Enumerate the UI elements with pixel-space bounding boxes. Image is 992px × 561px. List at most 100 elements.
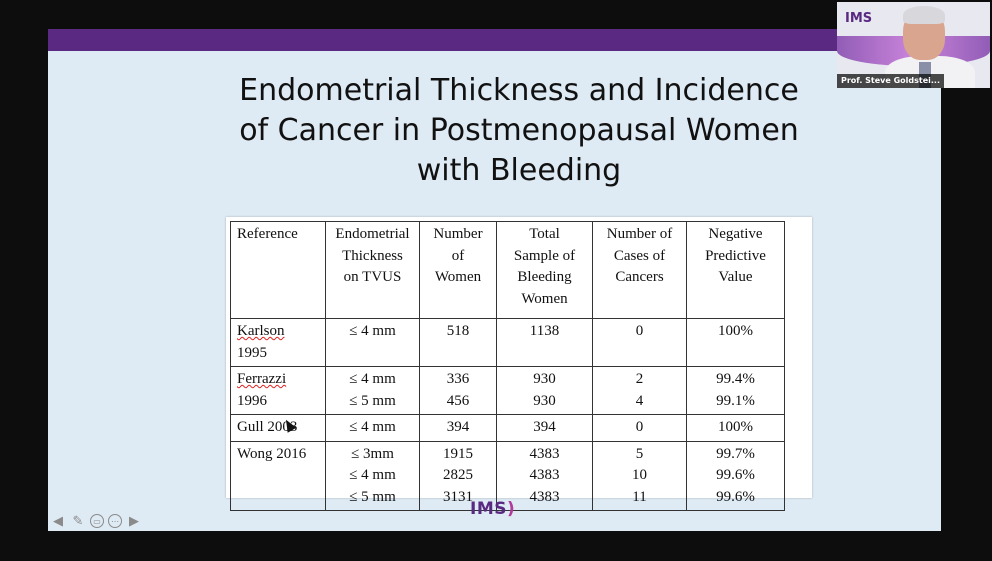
cell-sample: 1138 <box>496 318 593 367</box>
more-icon[interactable]: ⋯ <box>108 514 122 528</box>
ims-footer-logo: IMS) <box>470 499 515 519</box>
cell-value: 930 <box>533 392 556 409</box>
cell-value: 4383 <box>529 445 560 462</box>
header-npv: Negative Predictive Value <box>686 221 785 319</box>
ref-karlson-year: 1995 <box>237 344 267 361</box>
header-cases-l2: Cases of <box>613 247 666 264</box>
ref-gull: Gull 2003 <box>237 419 298 435</box>
cell-value: 930 <box>533 371 556 387</box>
cell-value: 3131 <box>443 488 473 505</box>
cell-value: 518 <box>446 323 470 339</box>
ref-wong: Wong 2016 <box>237 445 307 462</box>
slide-navigation: ◀ ✎ ▭ ⋯ ▶ <box>50 513 142 529</box>
speaker-name-label: Prof. Steve Goldstei... <box>837 74 945 88</box>
cell-reference: Gull 2003 <box>230 414 326 442</box>
cell-value: ≤ 4 mm <box>349 371 396 387</box>
header-reference: Reference <box>230 221 326 319</box>
cell-value: 4383 <box>529 488 560 505</box>
cell-value: ≤ 3mm <box>351 445 394 462</box>
cell-value: 99.6% <box>716 488 755 505</box>
cell-value: ≤ 5 mm <box>349 488 396 505</box>
cell-sample: 4383 4383 4383 <box>496 440 593 511</box>
cell-thickness: ≤ 4 mm ≤ 5 mm <box>325 366 420 415</box>
pen-icon[interactable]: ✎ <box>72 513 84 529</box>
slide-title-line-1: Endometrial Thickness and Incidence <box>239 73 799 108</box>
cell-value: 2 <box>635 371 644 387</box>
cell-value: 10 <box>632 467 647 483</box>
cell-cases: 5 10 11 <box>592 440 687 511</box>
cell-women: 518 <box>419 318 497 367</box>
cell-npv: 100% <box>686 318 785 367</box>
cell-value: 1138 <box>529 323 560 339</box>
cell-cases: 0 <box>592 318 687 367</box>
cell-npv: 100% <box>686 414 785 442</box>
data-table: Reference Endometrial Thickness on TVUS … <box>230 221 785 511</box>
header-women-l2: Women <box>434 269 482 285</box>
header-sample: Total Sample of Bleeding Women <box>496 221 593 319</box>
cell-thickness: ≤ 4 mm <box>325 318 420 367</box>
cell-thickness: ≤ 4 mm <box>325 414 420 442</box>
arrow-right-icon[interactable]: ▶ <box>129 513 139 529</box>
table-row: Karlson 1995 ≤ 4 mm 518 1138 0 100% <box>230 318 785 367</box>
cell-value: 394 <box>533 419 556 435</box>
header-sample-l3: Bleeding <box>517 269 572 285</box>
header-thickness-l1: Endometrial <box>335 226 410 242</box>
speaker-webcam-video: IMS Prof. Steve Goldstei... <box>837 2 990 88</box>
cell-sample: 930 930 <box>496 366 593 415</box>
subtitle-icon[interactable]: ▭ <box>90 514 104 528</box>
cell-value: 99.4% <box>716 371 755 387</box>
slide-title-line-3: with Bleeding <box>416 153 622 188</box>
cell-npv: 99.4% 99.1% <box>686 366 785 415</box>
cell-value: 456 <box>446 392 470 409</box>
arrow-left-icon[interactable]: ◀ <box>53 513 63 529</box>
cell-thickness: ≤ 3mm ≤ 4 mm ≤ 5 mm <box>325 440 420 511</box>
cell-value: 5 <box>635 445 644 462</box>
table-row: Ferrazzi 1996 ≤ 4 mm ≤ 5 mm 336 456 930 … <box>230 366 785 415</box>
cell-value: ≤ 4 mm <box>349 419 396 435</box>
cell-value: 1915 <box>443 445 473 462</box>
cell-cases: 0 <box>592 414 687 442</box>
header-reference-text: Reference <box>237 226 298 242</box>
header-cases-l3: Cancers <box>615 269 664 285</box>
cell-value: 99.1% <box>716 392 755 409</box>
header-npv-l2: Predictive <box>705 247 766 264</box>
data-table-image: Reference Endometrial Thickness on TVUS … <box>226 217 812 511</box>
header-npv-l3: Value <box>718 269 753 285</box>
header-thickness-l3: on TVUS <box>343 269 402 285</box>
cell-value: 100% <box>718 323 753 339</box>
header-cases: Number of Cases of Cancers <box>592 221 687 319</box>
cell-value: 11 <box>632 488 647 505</box>
cell-value: 4383 <box>529 467 560 483</box>
header-sample-l2: Sample of <box>513 247 576 264</box>
cell-women: 394 <box>419 414 497 442</box>
cell-value: 0 <box>635 323 644 339</box>
cell-value: 100% <box>718 419 753 435</box>
ref-ferrazzi-year: 1996 <box>237 392 267 409</box>
slide-title: Endometrial Thickness and Incidence of C… <box>198 71 840 191</box>
ref-karlson-name: Karlson <box>237 323 285 339</box>
header-sample-l1: Total <box>529 226 560 242</box>
cell-value: 4 <box>635 392 644 409</box>
header-women: Number of Women <box>419 221 497 319</box>
slide-title-line-2: of Cancer in Postmenopausal Women <box>239 113 799 148</box>
cell-value: 99.6% <box>716 467 755 483</box>
header-npv-l1: Negative <box>708 226 763 242</box>
cell-value: 2825 <box>443 467 473 483</box>
ims-footer-logo-text: IMS <box>470 499 507 519</box>
cell-sample: 394 <box>496 414 593 442</box>
webcam-logo: IMS <box>845 11 873 26</box>
ref-ferrazzi-name: Ferrazzi <box>237 371 287 387</box>
table-row: Wong 2016 ≤ 3mm ≤ 4 mm ≤ 5 mm 1915 2825 … <box>230 440 785 511</box>
slide-header-bar <box>48 29 941 51</box>
cell-value: 99.7% <box>716 445 755 462</box>
cell-reference: Karlson 1995 <box>230 318 326 367</box>
cell-npv: 99.7% 99.6% 99.6% <box>686 440 785 511</box>
header-sample-l4: Women <box>521 290 568 307</box>
cell-value: ≤ 4 mm <box>349 467 396 483</box>
cell-value: 394 <box>446 419 470 435</box>
cell-reference: Wong 2016 <box>230 440 326 511</box>
cell-value: 0 <box>635 419 644 435</box>
ims-arc-icon: ) <box>507 499 516 519</box>
cell-women: 1915 2825 3131 <box>419 440 497 511</box>
speaker-hair <box>903 6 945 24</box>
